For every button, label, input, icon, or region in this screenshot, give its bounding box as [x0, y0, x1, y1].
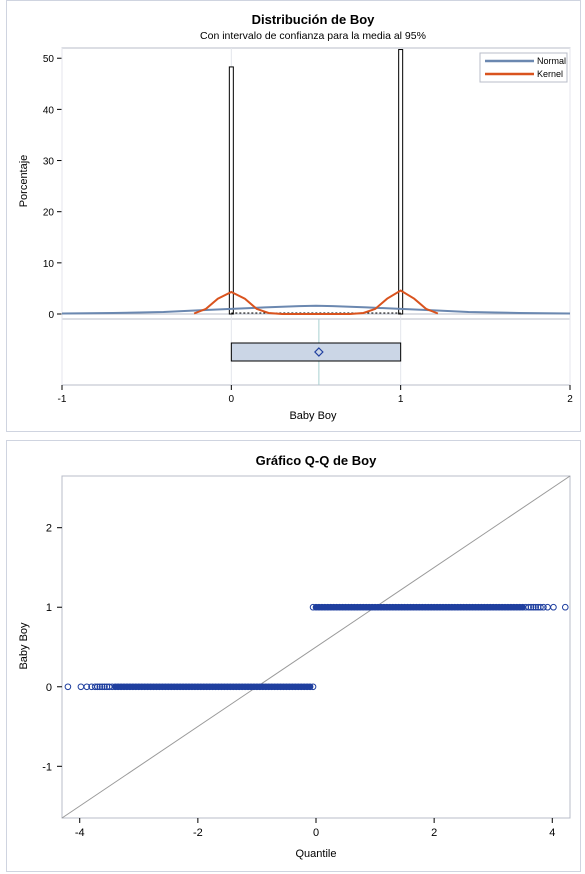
distribution-chart: Distribución de Boy Con intervalo de con…	[18, 12, 573, 422]
qq-point	[91, 683, 99, 691]
y-axis-label: Porcentaje	[18, 155, 30, 208]
y-tick-label: 1	[46, 602, 52, 614]
y-tick-label: 50	[43, 54, 55, 65]
qq-point	[83, 683, 91, 691]
mean-marker	[314, 347, 324, 357]
x-tick-label: 4	[549, 827, 555, 839]
qq-point	[561, 603, 569, 611]
y-tick-label: 10	[43, 259, 55, 270]
y-tick-label: 30	[43, 157, 55, 168]
y-axis-label: Baby Boy	[18, 622, 30, 670]
x-axis-label: Quantile	[296, 848, 337, 860]
legend: Normal Kernel	[479, 52, 568, 83]
qq-point	[537, 603, 544, 611]
x-tick-label: -2	[193, 827, 203, 839]
y-tick-label: 2	[46, 523, 52, 535]
qq-point	[77, 683, 85, 691]
x-tick-label: 1	[398, 394, 404, 405]
qq-point	[64, 683, 72, 691]
histogram-bar	[398, 49, 404, 315]
qq-point-cluster	[313, 604, 526, 611]
x-tick-label: 0	[229, 394, 235, 405]
chart-subtitle: Con intervalo de confianza para la media…	[200, 30, 426, 42]
legend-frame	[479, 52, 568, 83]
qq-point	[544, 603, 551, 611]
x-tick-label: -1	[58, 394, 67, 405]
qq-point	[96, 683, 104, 691]
x-tick-label: -4	[75, 827, 85, 839]
qq-panel: Gráfico Q-Q de Boy Baby Boy Quantile -1 0…	[6, 440, 581, 872]
qq-point	[94, 683, 101, 691]
y-tick-label: 0	[48, 310, 54, 321]
histogram-bar	[228, 66, 234, 315]
legend-label-kernel: Kernel	[537, 69, 563, 79]
density-curve-kernel	[193, 289, 439, 315]
qq-point	[532, 603, 540, 611]
qq-point	[540, 603, 547, 611]
x-tick-label: 2	[431, 827, 437, 839]
x-tick-label: 2	[567, 394, 573, 405]
qq-chart: Gráfico Q-Q de Boy Baby Boy Quantile -1 0…	[18, 453, 571, 860]
qq-point-cluster	[112, 683, 314, 690]
reference-line	[61, 475, 571, 819]
legend-label-normal: Normal	[537, 56, 566, 66]
chart-title: Gráfico Q-Q de Boy	[256, 453, 377, 468]
chart-title: Distribución de Boy	[252, 12, 376, 27]
y-tick-label: -1	[42, 761, 52, 773]
qq-point	[101, 683, 108, 691]
distribution-panel: Distribución de Boy Con intervalo de con…	[6, 0, 581, 432]
boxplot-box	[230, 342, 402, 362]
y-tick-label: 40	[43, 105, 55, 116]
density-curve-normal	[61, 304, 571, 315]
y-tick-label: 20	[43, 208, 55, 219]
qq-point	[98, 683, 106, 691]
qq-point	[550, 603, 557, 611]
x-tick-label: 0	[313, 827, 319, 839]
y-tick-label: 0	[46, 682, 52, 694]
x-axis-label: Baby Boy	[289, 410, 337, 422]
qq-point	[530, 603, 537, 611]
plot-frame	[61, 47, 571, 315]
